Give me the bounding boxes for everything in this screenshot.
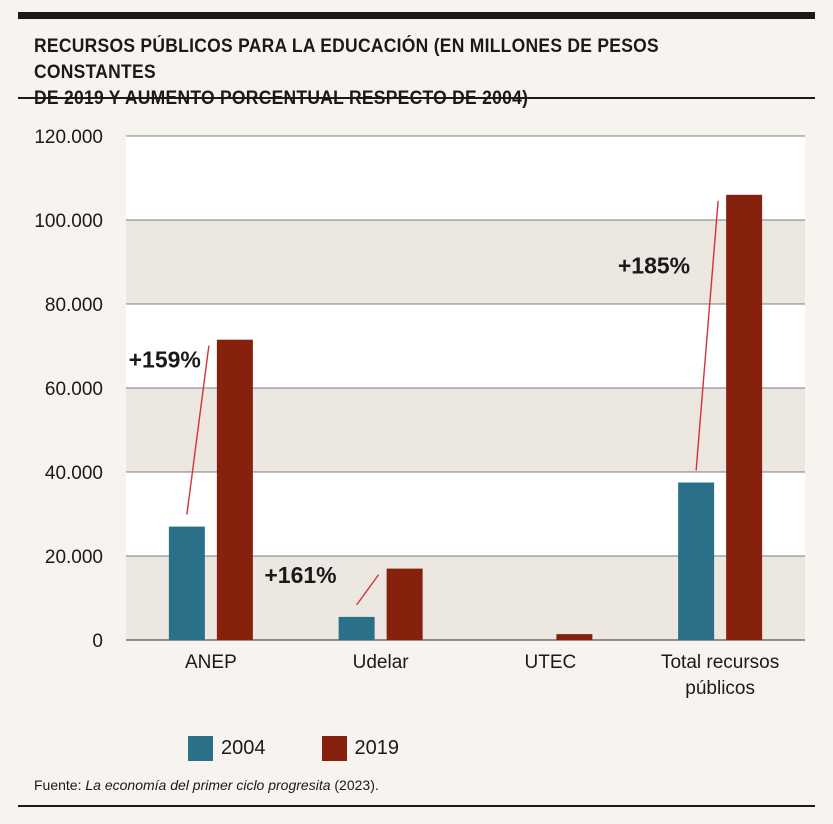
legend-item-2019: 2019 <box>321 735 400 761</box>
connector-line-0 <box>186 345 210 515</box>
x-tick-label-3-1: públicos <box>685 678 755 699</box>
top-rule <box>18 12 815 19</box>
bar-2019-3 <box>726 194 763 641</box>
pct-label-1: +161% <box>264 562 336 588</box>
y-tick-label-2: 40.000 <box>45 463 103 484</box>
x-tick-label-1-0: Udelar <box>353 652 410 673</box>
title-line-1: RECURSOS PÚBLICOS PARA LA EDUCACIÓN (EN … <box>34 36 659 83</box>
bottom-rule <box>18 805 815 807</box>
source-prefix: Fuente: <box>34 777 86 793</box>
plot-band-5 <box>126 136 805 220</box>
bar-2004-1 <box>338 616 375 640</box>
y-tick-label-1: 20.000 <box>45 547 103 568</box>
connector-line-1 <box>356 574 380 606</box>
legend-label-2004: 2004 <box>221 736 266 759</box>
x-tick-label-2-0: UTEC <box>525 652 577 673</box>
bar-2004-0 <box>168 526 205 640</box>
bar-2019-0 <box>216 339 253 640</box>
source-note: Fuente: La economía del primer ciclo pro… <box>34 777 379 793</box>
y-tick-label-3: 60.000 <box>45 379 103 400</box>
y-tick-label-4: 80.000 <box>45 295 103 316</box>
pct-label-3: +185% <box>618 253 690 279</box>
y-tick-label-0: 0 <box>92 631 103 652</box>
x-tick-label-0-0: ANEP <box>185 652 237 673</box>
bar-2019-1 <box>386 568 423 640</box>
connector-line-3 <box>695 200 719 471</box>
pct-label-0: +159% <box>129 347 201 373</box>
legend: 2004 2019 <box>188 734 455 762</box>
bar-chart: 0 20.000 40.000 60.000 80.000 100.000 120.000 A… <box>34 127 805 699</box>
legend-swatch-2019 <box>321 735 347 761</box>
source-suffix: (2023). <box>330 777 379 793</box>
legend-item-2004: 2004 <box>188 735 266 761</box>
legend-label-2019: 2019 <box>354 736 400 759</box>
y-tick-label-6: 120.000 <box>34 127 103 148</box>
bar-2004-3 <box>678 482 715 640</box>
bar-2019-2 <box>556 634 593 640</box>
plot-band-4 <box>126 220 805 304</box>
x-tick-label-3-0: Total recursos <box>661 652 779 673</box>
title-rule <box>18 97 815 99</box>
source-work: La economía del primer ciclo progresita <box>85 777 331 793</box>
y-tick-label-5: 100.000 <box>34 211 103 232</box>
legend-swatch-2004 <box>188 735 213 761</box>
